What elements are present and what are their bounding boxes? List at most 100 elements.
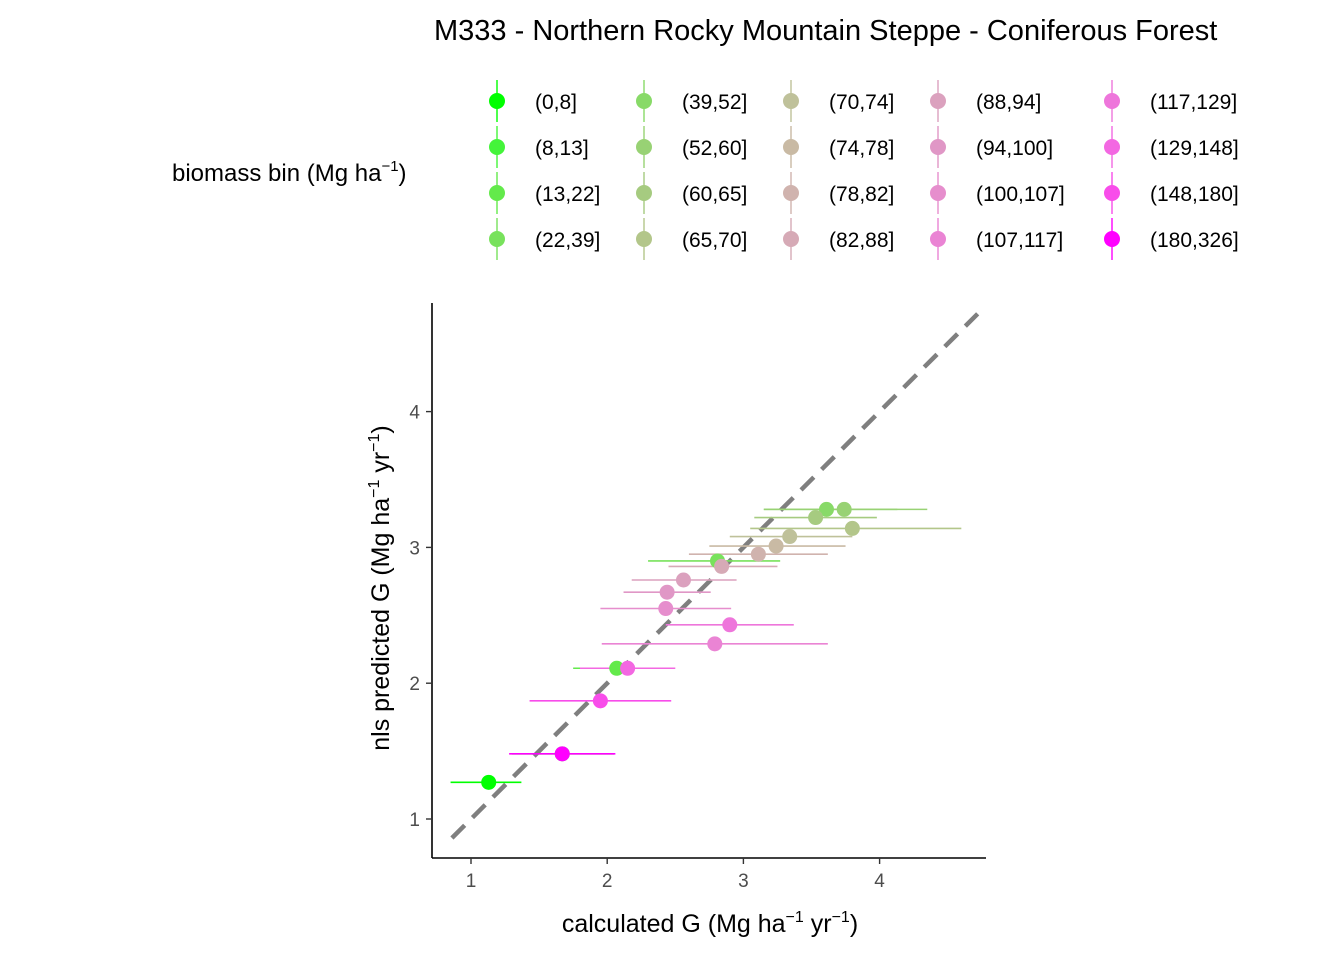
data-point-(74,78] — [768, 538, 784, 554]
legend-key-point — [1104, 185, 1120, 201]
legend-item-(65,70]: (65,70] — [636, 218, 747, 260]
legend: (0,8] (8,13] (13,22] (22,39] (39,52] (52,60] (… — [489, 80, 1239, 260]
chart-title: M333 - Northern Rocky Mountain Steppe - … — [434, 15, 1217, 47]
legend-key-point — [1104, 231, 1120, 247]
legend-key-point — [489, 231, 505, 247]
x-axis-title-end: ) — [850, 910, 858, 938]
legend-key-point — [636, 185, 652, 201]
data-point-(82,88] — [714, 558, 730, 574]
data-point-(180,326] — [554, 746, 570, 762]
legend-key-point — [783, 139, 799, 155]
legend-title-sup: −1 — [381, 158, 398, 175]
data-point-(148,180] — [592, 693, 608, 709]
y-axis-title-main: nls predicted G (Mg ha — [367, 498, 395, 751]
data-point-(52,60] — [836, 501, 852, 517]
legend-item-(52,60]: (52,60] — [636, 126, 747, 168]
legend-item-(180,326]: (180,326] — [1104, 218, 1239, 260]
legend-key-point — [489, 93, 505, 109]
legend-key-point — [636, 93, 652, 109]
data-point-(78,82] — [750, 546, 766, 562]
legend-label: (129,148] — [1150, 137, 1239, 160]
legend-item-(82,88]: (82,88] — [783, 218, 894, 260]
data-point-(39,52] — [818, 501, 834, 517]
identity-reference-line — [450, 312, 980, 840]
legend-label: (0,8] — [535, 91, 577, 114]
x-tick-label: 3 — [738, 871, 749, 892]
legend-label: (13,22] — [535, 183, 600, 206]
x-tick-label: 1 — [466, 871, 477, 892]
data-point-(0,8] — [481, 774, 497, 790]
y-axis-title-sup2: −1 — [366, 433, 383, 451]
x-axis-ticks: 1 2 3 4 — [466, 858, 885, 892]
legend-key-point — [636, 139, 652, 155]
legend-title-end: ) — [399, 160, 407, 187]
legend-item-(117,129]: (117,129] — [1104, 80, 1237, 122]
legend-item-(88,94]: (88,94] — [930, 80, 1041, 122]
legend-key-point — [930, 231, 946, 247]
legend-item-(70,74]: (70,74] — [783, 80, 894, 122]
legend-item-(0,8]: (0,8] — [489, 80, 577, 122]
legend-label: (22,39] — [535, 229, 600, 252]
y-axis-ticks: 1 2 3 4 — [409, 403, 432, 831]
x-axis-title-sup2: −1 — [832, 909, 850, 926]
legend-label: (148,180] — [1150, 183, 1239, 206]
legend-item-(107,117]: (107,117] — [930, 218, 1063, 260]
legend-label: (60,65] — [682, 183, 747, 206]
data-point-(13,22] — [609, 660, 625, 676]
legend-key-point — [783, 185, 799, 201]
legend-label: (74,78] — [829, 137, 894, 160]
legend-key-point — [783, 231, 799, 247]
y-axis-title-end: ) — [367, 425, 395, 433]
legend-key-point — [1104, 93, 1120, 109]
x-axis-title-main: calculated G (Mg ha — [562, 910, 786, 938]
legend-key-point — [783, 93, 799, 109]
y-tick-label: 4 — [409, 403, 420, 424]
x-tick-label: 2 — [602, 871, 613, 892]
y-tick-label: 2 — [409, 674, 420, 695]
legend-item-(100,107]: (100,107] — [930, 172, 1065, 214]
legend-item-(8,13]: (8,13] — [489, 126, 589, 168]
legend-label: (52,60] — [682, 137, 747, 160]
legend-item-(74,78]: (74,78] — [783, 126, 894, 168]
legend-label: (94,100] — [976, 137, 1053, 160]
legend-key-point — [930, 93, 946, 109]
error-bars — [450, 508, 962, 784]
data-point-(88,94] — [675, 572, 691, 588]
legend-item-(78,82]: (78,82] — [783, 172, 894, 214]
data-point-(117,129] — [722, 617, 738, 633]
legend-label: (107,117] — [976, 229, 1063, 252]
data-point-(94,100] — [659, 584, 675, 600]
legend-item-(94,100]: (94,100] — [930, 126, 1053, 168]
data-point-(65,70] — [844, 520, 860, 536]
y-tick-label: 1 — [409, 810, 420, 831]
data-point-(129,148] — [620, 660, 636, 676]
x-axis-title-mid: yr — [804, 910, 832, 938]
legend-label: (82,88] — [829, 229, 894, 252]
y-axis-title: nls predicted G (Mg ha−1 yr−1) — [366, 425, 395, 751]
data-points — [481, 501, 860, 790]
legend-key-point — [489, 139, 505, 155]
data-point-(100,107] — [658, 601, 674, 617]
legend-label: (8,13] — [535, 137, 589, 160]
x-axis-title-sup1: −1 — [786, 909, 804, 926]
legend-key-point — [636, 231, 652, 247]
data-point-(60,65] — [808, 510, 824, 526]
y-axis-title-mid: yr — [367, 452, 395, 480]
legend-label: (65,70] — [682, 229, 747, 252]
legend-item-(13,22]: (13,22] — [489, 172, 600, 214]
y-axis-title-sup1: −1 — [366, 480, 383, 498]
legend-label: (88,94] — [976, 91, 1041, 114]
legend-label: (70,74] — [829, 91, 894, 114]
legend-label: (117,129] — [1150, 91, 1237, 114]
plot-area: 1 2 3 4 1 2 3 4 — [409, 303, 986, 892]
data-point-(70,74] — [782, 529, 798, 545]
legend-label: (180,326] — [1150, 229, 1239, 252]
legend-title-main: biomass bin (Mg ha — [172, 160, 382, 187]
legend-key-point — [489, 185, 505, 201]
legend-label: (78,82] — [829, 183, 894, 206]
legend-label: (100,107] — [976, 183, 1065, 206]
x-axis-title: calculated G (Mg ha−1 yr−1) — [562, 909, 858, 938]
legend-label: (39,52] — [682, 91, 747, 114]
legend-key-point — [930, 185, 946, 201]
